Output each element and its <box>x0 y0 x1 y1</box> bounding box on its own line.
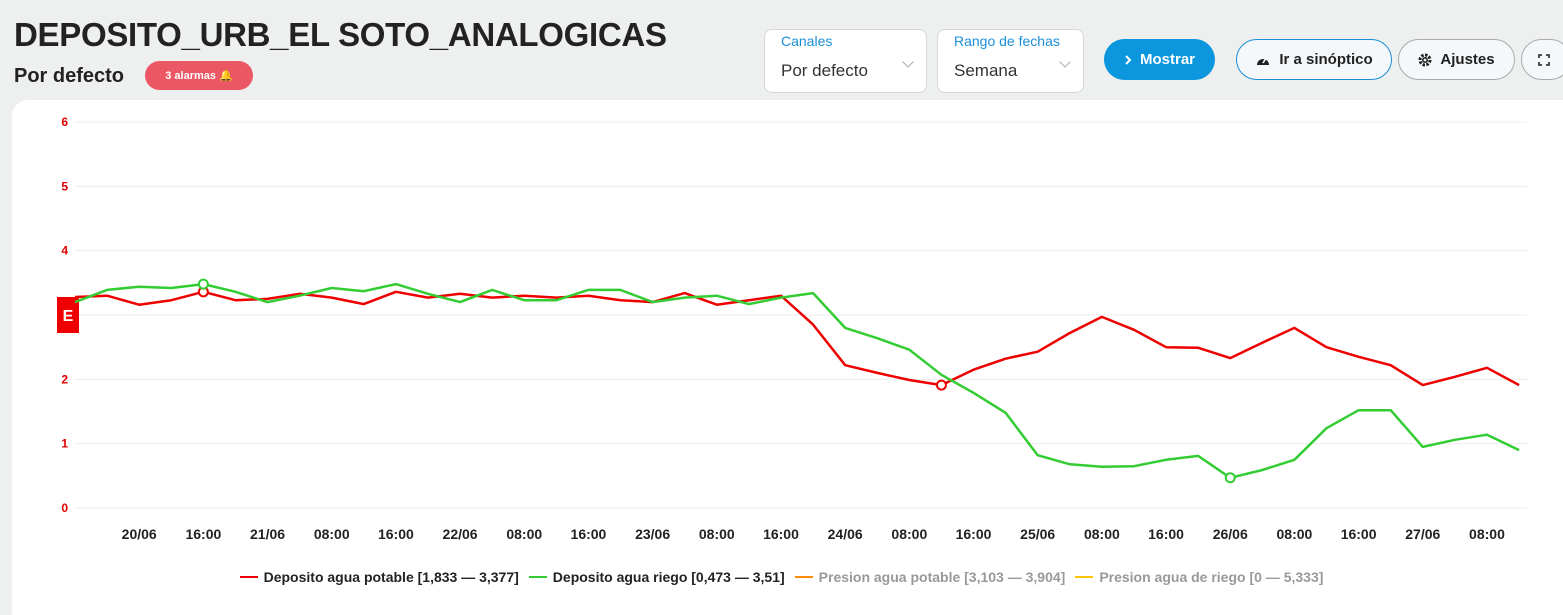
subtitle: Por defecto <box>14 65 125 87</box>
legend-swatch <box>794 576 813 578</box>
x-tick-label: 08:00 <box>314 526 350 542</box>
y-tick-label: 4 <box>61 244 68 258</box>
x-tick-label: 16:00 <box>185 526 221 542</box>
show-button[interactable]: Mostrar <box>1104 39 1215 80</box>
x-tick-label: 16:00 <box>763 526 799 542</box>
x-tick-label: 16:00 <box>571 526 607 542</box>
extreme-marker <box>1224 472 1236 484</box>
x-tick-label: 08:00 <box>1469 526 1505 542</box>
x-tick-label: 16:00 <box>1148 526 1184 542</box>
x-tick-label: 16:00 <box>378 526 414 542</box>
y-tick-label: 6 <box>61 115 68 129</box>
button-label: Ir a sinóptico <box>1279 51 1373 68</box>
dropdown-value: Por defecto <box>781 61 868 80</box>
dropdown-label: Rango de fechas <box>954 33 1060 49</box>
legend-swatch <box>528 576 547 578</box>
legend-item[interactable]: Presion agua de riego [0 — 5,333] <box>1075 569 1323 585</box>
chevron <box>902 56 914 68</box>
icon <box>1257 57 1270 65</box>
x-tick-label: 23/06 <box>635 526 670 542</box>
button-label: Ajustes <box>1440 51 1495 68</box>
channels-dropdown[interactable]: Canales Por defecto <box>764 29 927 93</box>
page-title: DEPOSITO_URB_EL SOTO_ANALOGICAS <box>14 16 667 53</box>
dropdown-label: Canales <box>781 33 833 49</box>
legend-label: Presion agua de riego [0 — 5,333] <box>1099 569 1324 585</box>
y-tick-label: 1 <box>61 437 68 451</box>
axis-badge <box>57 297 79 333</box>
x-tick-label: 08:00 <box>1277 526 1313 542</box>
date-range-dropdown[interactable]: Rango de fechas Semana <box>937 29 1084 93</box>
y-tick-label: 2 <box>61 372 68 386</box>
legend-item[interactable]: Deposito agua riego [0,473 — 3,51] <box>528 569 785 585</box>
x-tick-label: 16:00 <box>1341 526 1377 542</box>
y-tick-label: 0 <box>61 501 68 515</box>
x-tick-label: 08:00 <box>891 526 927 542</box>
series-line <box>74 290 1520 387</box>
x-tick-label: 21/06 <box>250 526 285 542</box>
x-tick-label: 08:00 <box>699 526 735 542</box>
synoptic-button[interactable]: Ir a sinóptico <box>1236 39 1392 80</box>
legend-label: Deposito agua riego [0,473 — 3,51] <box>552 569 785 585</box>
extreme-marker <box>935 379 947 391</box>
legend-swatch <box>239 576 258 578</box>
legend-swatch <box>1075 576 1094 578</box>
x-tick-label: 25/06 <box>1020 526 1055 542</box>
extreme-marker <box>197 278 209 290</box>
legend: Deposito agua potable [1,833 — 3,377] Dep… <box>0 569 1563 585</box>
series-line <box>74 282 1520 480</box>
dropdown-value: Semana <box>954 61 1018 80</box>
axis-badge-label: E <box>63 308 74 325</box>
alarm-badge[interactable]: 3 alarmas 🔔 <box>145 61 253 90</box>
x-tick-label: 08:00 <box>1084 526 1120 542</box>
chevron <box>1059 56 1071 68</box>
x-tick-label: 08:00 <box>506 526 542 542</box>
fullscreen-button[interactable] <box>1521 39 1563 80</box>
x-tick-label: 27/06 <box>1405 526 1440 542</box>
legend-item[interactable]: Presion agua potable [3,103 — 3,904] <box>794 569 1066 585</box>
button-label: Mostrar <box>1139 51 1195 68</box>
x-tick-label: 16:00 <box>956 526 992 542</box>
icon <box>1418 53 1432 66</box>
legend-label: Deposito agua potable [1,833 — 3,377] <box>263 569 519 585</box>
legend-item[interactable]: Deposito agua potable [1,833 — 3,377] <box>239 569 519 585</box>
x-tick-label: 26/06 <box>1213 526 1248 542</box>
settings-button[interactable]: Ajustes <box>1398 39 1515 80</box>
icon <box>1538 53 1550 66</box>
x-tick-label: 24/06 <box>828 526 863 542</box>
x-tick-label: 22/06 <box>443 526 478 542</box>
x-tick-label: 20/06 <box>122 526 157 542</box>
chart-panel <box>12 100 1563 615</box>
y-tick-label: 5 <box>61 179 68 193</box>
icon <box>1125 54 1132 65</box>
legend-label: Presion agua potable [3,103 — 3,904] <box>818 569 1066 585</box>
